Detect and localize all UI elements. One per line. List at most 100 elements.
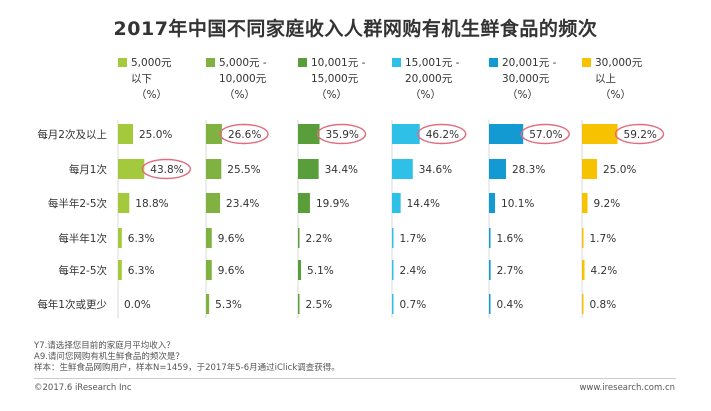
bar	[118, 260, 122, 280]
bar	[489, 294, 491, 314]
legend-label: 30,000元	[595, 57, 643, 69]
bar	[392, 193, 401, 213]
note-line: 样本：生鲜食品网购用户，样本N=1459，于2017年5-6月通过iClick调…	[34, 363, 340, 373]
bar	[582, 159, 597, 179]
note-line: A9.请问您网购有机生鲜食品的频次是？	[34, 352, 184, 362]
legend-unit: （%）	[507, 89, 538, 101]
legend-swatch	[298, 58, 307, 67]
chart-title: 2017年中国不同家庭收入人群网购有机生鲜食品的频次	[113, 18, 598, 40]
data-label: 0.4%	[497, 299, 524, 311]
data-label: 5.3%	[215, 299, 242, 311]
bar	[298, 193, 310, 213]
legend-unit: （%）	[600, 89, 631, 101]
bar	[489, 193, 496, 213]
column-header: 5,000元 - 10,000元 （%）	[206, 55, 267, 103]
row-label: 每半年1次	[58, 232, 107, 245]
bar	[489, 260, 491, 280]
bar	[206, 124, 222, 144]
bar	[392, 159, 413, 179]
bar	[392, 228, 394, 248]
data-label: 4.2%	[591, 265, 618, 277]
data-label: 5.1%	[307, 265, 334, 277]
legend-label: 以上	[595, 73, 616, 85]
bar	[206, 159, 222, 179]
row-label: 每月1次	[69, 163, 108, 176]
data-label: 14.4%	[407, 198, 440, 210]
data-label: 2.5%	[306, 299, 333, 311]
bar	[489, 228, 491, 248]
data-label: 6.3%	[128, 233, 155, 245]
data-label: 57.0%	[529, 129, 562, 141]
data-label: 10.1%	[501, 198, 534, 210]
highlight-ellipse	[141, 158, 191, 180]
note-line: Y7.请选择您目前的家庭月平均收入？	[34, 341, 175, 351]
bar	[582, 193, 588, 213]
legend-unit: （%）	[316, 89, 347, 101]
data-label: 25.0%	[139, 129, 172, 141]
legend-label: 20,001元 -	[502, 57, 557, 69]
bar	[298, 124, 320, 144]
bar	[582, 260, 585, 280]
legend-label: 15,000元	[311, 73, 359, 85]
data-label: 2.2%	[306, 233, 333, 245]
data-label: 9.6%	[218, 265, 245, 277]
column-header: 20,001元 - 30,000元 （%）	[489, 55, 556, 103]
bar	[582, 294, 584, 314]
bar	[298, 294, 300, 314]
row-label: 每月2次及以上	[37, 128, 107, 141]
bar	[298, 228, 300, 248]
row-label: 每年2-5次	[58, 264, 107, 277]
bar	[118, 159, 145, 179]
data-label: 9.6%	[218, 233, 245, 245]
highlight-ellipse	[219, 123, 269, 145]
legend-label: 5,000元 -	[219, 57, 267, 69]
row-label: 每年1次或更少	[37, 298, 107, 311]
bar	[582, 228, 584, 248]
bar	[298, 159, 319, 179]
data-label: 1.7%	[400, 233, 427, 245]
legend-label: 30,000元	[502, 73, 550, 85]
data-label: 26.6%	[228, 129, 261, 141]
bar	[118, 193, 130, 213]
legend-unit: （%）	[224, 89, 255, 101]
data-label: 28.3%	[512, 164, 545, 176]
data-label: 43.8%	[150, 164, 183, 176]
legend-label: 以下	[131, 73, 152, 85]
bar	[118, 124, 133, 144]
legend-label: 20,000元	[405, 73, 453, 85]
bar	[392, 124, 420, 144]
data-label: 46.2%	[426, 129, 459, 141]
column-header: 10,001元 - 15,000元 （%）	[298, 55, 365, 103]
legend-label: 10,001元 -	[311, 57, 366, 69]
data-label: 34.4%	[325, 164, 358, 176]
legend-swatch	[118, 58, 127, 67]
highlight-ellipse	[316, 123, 367, 145]
column-header: 30,000元 以上 （%）	[582, 55, 642, 103]
bar	[392, 294, 394, 314]
legend-label: 15,001元 -	[405, 57, 460, 69]
bar	[206, 260, 212, 280]
data-label: 0.0%	[124, 299, 151, 311]
data-label: 23.4%	[226, 198, 259, 210]
bar	[206, 193, 221, 213]
legend-swatch	[392, 58, 401, 67]
bar	[489, 124, 524, 144]
website-link[interactable]: www.iresearch.com.cn	[579, 383, 675, 393]
data-label: 0.8%	[590, 299, 617, 311]
legend-swatch	[582, 58, 591, 67]
data-label: 2.7%	[497, 265, 524, 277]
legend-label: 5,000元	[131, 57, 172, 69]
highlight-ellipse	[417, 123, 467, 145]
data-label: 59.2%	[624, 129, 657, 141]
data-label: 25.0%	[603, 164, 636, 176]
legend-label: 10,000元	[219, 73, 267, 85]
bar	[206, 228, 212, 248]
data-label: 34.6%	[419, 164, 452, 176]
bar	[298, 260, 302, 280]
data-label: 1.6%	[497, 233, 524, 245]
data-label: 18.8%	[135, 198, 168, 210]
data-label: 6.3%	[128, 265, 155, 277]
bar	[118, 228, 122, 248]
data-label: 0.7%	[400, 299, 427, 311]
copyright-text: ©2017.6 iResearch Inc	[34, 383, 132, 393]
